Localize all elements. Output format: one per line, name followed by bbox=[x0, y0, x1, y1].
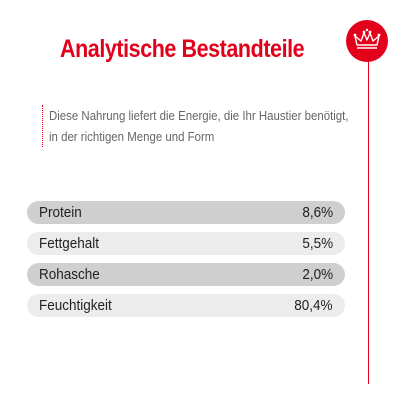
nutrient-label: Rohasche bbox=[39, 266, 100, 283]
nutrient-value: 2,0% bbox=[302, 266, 333, 283]
description-text: Diese Nahrung liefert die Energie, die I… bbox=[42, 105, 369, 147]
description-line: in der richtigen Menge und Form bbox=[49, 129, 215, 144]
nutrient-label: Protein bbox=[39, 204, 82, 221]
nutrient-row-feuchtigkeit: Feuchtigkeit 80,4% bbox=[27, 294, 345, 317]
page-title: Analytische Bestandteile bbox=[60, 35, 305, 63]
nutrient-label: Fettgehalt bbox=[39, 235, 100, 252]
brand-badge bbox=[346, 20, 388, 62]
nutrient-value: 5,5% bbox=[302, 235, 333, 252]
nutrient-label: Feuchtigkeit bbox=[39, 297, 112, 314]
nutrient-row-protein: Protein 8,6% bbox=[27, 201, 345, 224]
nutrient-value: 80,4% bbox=[294, 297, 333, 314]
description-line: Diese Nahrung liefert die Energie, die I… bbox=[49, 108, 349, 123]
nutrient-row-fettgehalt: Fettgehalt 5,5% bbox=[27, 232, 345, 255]
nutrient-value: 8,6% bbox=[302, 204, 333, 221]
nutrient-table: Protein 8,6% Fettgehalt 5,5% Rohasche 2,… bbox=[27, 201, 345, 325]
nutrient-row-rohasche: Rohasche 2,0% bbox=[27, 263, 345, 286]
side-divider-line bbox=[368, 54, 369, 384]
crown-icon bbox=[353, 28, 381, 49]
